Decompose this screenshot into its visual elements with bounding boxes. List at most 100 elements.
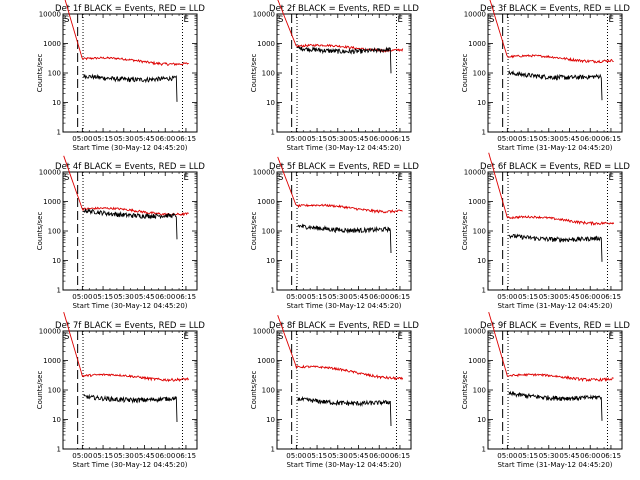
events-series-line — [297, 223, 392, 254]
events-series-line — [83, 73, 178, 102]
start-marker-label: S — [278, 332, 283, 342]
x-tick-label: 05:15 — [307, 452, 327, 460]
y-tick-label: 10000 — [464, 169, 486, 177]
x-tick-label: 05:30 — [328, 293, 348, 301]
y-tick-label: 1000 — [257, 198, 275, 206]
x-tick-label: 06:00 — [369, 135, 389, 143]
y-tick-label: 1000 — [468, 40, 486, 48]
x-tick-label: 05:00 — [286, 135, 306, 143]
y-tick-label: 10 — [477, 99, 486, 107]
x-tick-label: 05:45 — [559, 452, 579, 460]
events-series-line — [508, 233, 603, 262]
y-tick-label: 1000 — [257, 357, 275, 365]
y-tick-label: 100 — [48, 70, 61, 78]
panel-det-2: Det 2f BLACK = Events, RED = LLD 1 10 100 10… — [250, 0, 419, 152]
y-axis-label: Counts/sec — [461, 54, 469, 93]
plot-frame — [276, 330, 412, 450]
y-tick-label: 10 — [477, 416, 486, 424]
x-tick-label: 05:45 — [559, 135, 579, 143]
x-tick-label: 05:45 — [348, 293, 368, 301]
y-tick-label: 10000 — [253, 328, 275, 336]
y-axis-label: Counts/sec — [250, 54, 258, 93]
panel-det-3: Det 3f BLACK = Events, RED = LLD 1 10 100 10… — [461, 0, 630, 152]
lld-series-line — [277, 315, 404, 381]
start-marker-label: S — [64, 173, 69, 183]
end-marker-label: E — [397, 173, 402, 183]
y-tick-label: 10000 — [464, 11, 486, 19]
panel-title: Det 2f BLACK = Events, RED = LLD — [269, 4, 419, 14]
y-tick-label: 1000 — [43, 357, 61, 365]
y-tick-label: 100 — [48, 387, 61, 395]
x-tick-label: 06:15 — [601, 293, 621, 301]
start-marker-label: S — [278, 173, 283, 183]
x-tick-label: 06:00 — [580, 135, 600, 143]
y-tick-label: 1 — [482, 287, 486, 295]
x-tick-label: 05:00 — [497, 452, 517, 460]
start-marker-label: S — [489, 332, 494, 342]
plot-frame — [276, 171, 412, 291]
end-marker-label: E — [608, 332, 613, 342]
x-tick-label: 05:00 — [497, 135, 517, 143]
panel-title: Det 4f BLACK = Events, RED = LLD — [55, 162, 205, 172]
events-series-line — [297, 45, 392, 74]
x-tick-label: 06:15 — [176, 452, 196, 460]
y-tick-label: 100 — [48, 228, 61, 236]
x-tick-label: 05:15 — [518, 135, 538, 143]
y-tick-label: 10 — [266, 99, 275, 107]
start-marker-label: S — [64, 332, 69, 342]
y-tick-label: 1 — [271, 287, 275, 295]
panel-det-6: Det 6f BLACK = Events, RED = LLD 1 10 100 10… — [461, 152, 630, 310]
x-axis-label: Start Time (31-May-12 04:45:20) — [497, 461, 612, 469]
panel-title: Det 6f BLACK = Events, RED = LLD — [480, 162, 630, 172]
y-tick-label: 10 — [477, 257, 486, 265]
panel-det-9: Det 9f BLACK = Events, RED = LLD 1 10 100 10… — [461, 311, 630, 469]
panel-det-7: Det 7f BLACK = Events, RED = LLD 1 10 100 10… — [36, 311, 205, 469]
x-tick-label: 05:45 — [134, 135, 154, 143]
y-tick-label: 10 — [266, 416, 275, 424]
y-tick-label: 100 — [473, 228, 486, 236]
plot-frame — [62, 13, 198, 133]
y-tick-label: 10 — [266, 257, 275, 265]
lld-series-line — [488, 152, 615, 227]
x-tick-label: 05:30 — [114, 293, 134, 301]
x-tick-label: 05:30 — [328, 135, 348, 143]
x-axis-label: Start Time (30-May-12 04:45:20) — [286, 144, 401, 152]
plot-frame — [62, 330, 198, 450]
x-tick-label: 05:45 — [559, 293, 579, 301]
x-tick-label: 05:15 — [93, 452, 113, 460]
y-tick-label: 100 — [473, 70, 486, 78]
y-tick-label: 1 — [57, 446, 61, 454]
end-marker-label: E — [397, 15, 402, 25]
y-tick-label: 10000 — [39, 169, 61, 177]
panel-title: Det 7f BLACK = Events, RED = LLD — [55, 321, 205, 331]
y-tick-label: 10 — [52, 99, 61, 107]
events-series-line — [83, 393, 178, 423]
y-tick-label: 10000 — [253, 11, 275, 19]
panel-title: Det 8f BLACK = Events, RED = LLD — [269, 321, 419, 331]
x-tick-label: 06:00 — [155, 293, 175, 301]
y-tick-label: 10 — [52, 257, 61, 265]
x-tick-label: 05:15 — [518, 452, 538, 460]
y-tick-label: 1000 — [43, 40, 61, 48]
x-axis-label: Start Time (30-May-12 04:45:20) — [72, 461, 187, 469]
y-tick-label: 1 — [482, 446, 486, 454]
y-tick-label: 100 — [262, 70, 275, 78]
x-axis-label: Start Time (30-May-12 04:45:20) — [72, 144, 187, 152]
events-series-line — [508, 69, 603, 101]
x-tick-label: 05:15 — [307, 293, 327, 301]
x-axis-label: Start Time (31-May-12 04:45:20) — [497, 144, 612, 152]
x-tick-label: 06:15 — [176, 135, 196, 143]
y-tick-label: 1000 — [43, 198, 61, 206]
start-marker-label: S — [278, 15, 283, 25]
start-marker-label: S — [489, 173, 494, 183]
x-tick-label: 06:15 — [176, 293, 196, 301]
panel-det-4: Det 4f BLACK = Events, RED = LLD 1 10 100 10… — [36, 155, 205, 310]
end-marker-label: E — [397, 332, 402, 342]
panel-title: Det 3f BLACK = Events, RED = LLD — [480, 4, 630, 14]
y-tick-label: 10000 — [464, 328, 486, 336]
y-tick-label: 1 — [271, 446, 275, 454]
lld-series-line — [489, 0, 614, 64]
y-tick-label: 1 — [57, 129, 61, 137]
x-axis-label: Start Time (30-May-12 04:45:20) — [72, 302, 187, 310]
